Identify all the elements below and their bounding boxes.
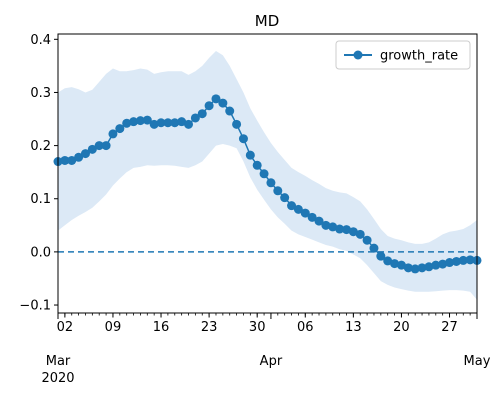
data-point: [129, 117, 139, 127]
data-point: [115, 124, 125, 134]
data-point: [184, 119, 194, 129]
x-tick-label: 20: [393, 320, 410, 335]
data-point: [396, 260, 406, 270]
data-point: [424, 262, 434, 272]
x-month-label: Mar: [46, 354, 71, 369]
data-point: [245, 150, 255, 160]
y-axis: −0.1 0.0 0.1 0.2 0.3 0.4: [19, 33, 58, 314]
data-point: [293, 204, 303, 214]
data-point: [252, 160, 262, 170]
x-tick-label: 27: [441, 320, 458, 335]
data-point: [328, 222, 338, 232]
data-point: [87, 144, 97, 154]
data-point: [307, 212, 317, 222]
legend-marker-swatch: [353, 50, 363, 60]
data-point: [94, 141, 104, 151]
x-tick-label: 16: [153, 320, 170, 335]
x-month-label: May: [464, 354, 491, 369]
plot-area-frame: [57, 33, 478, 314]
data-point: [156, 118, 166, 128]
data-point: [321, 220, 331, 230]
data-point: [163, 118, 173, 128]
data-point: [410, 264, 420, 274]
data-point: [142, 115, 152, 125]
data-point: [177, 117, 187, 127]
data-point: [266, 178, 276, 188]
data-point: [390, 259, 400, 269]
series-layer: [53, 94, 482, 274]
y-tick-label: −0.1: [19, 299, 51, 314]
x-tick-label: 30: [249, 320, 266, 335]
data-point: [335, 224, 345, 234]
data-point: [287, 201, 297, 211]
data-point: [417, 263, 427, 273]
x-tick-label: 23: [201, 320, 218, 335]
data-point: [197, 109, 207, 119]
x-year-label: 2020: [41, 371, 74, 386]
y-tick-label: 0.3: [30, 86, 51, 101]
data-point: [300, 208, 310, 218]
legend-entry-growth-rate: growth_rate: [380, 49, 458, 64]
data-point: [445, 258, 455, 268]
y-tick-label: 0.1: [30, 192, 51, 207]
x-tick-label: 13: [345, 320, 362, 335]
data-point: [369, 243, 379, 253]
y-tick-label: 0.4: [30, 33, 51, 48]
data-point: [190, 113, 200, 123]
x-tick-label: 06: [297, 320, 314, 335]
data-point: [362, 235, 372, 245]
legend-box: [335, 40, 471, 70]
x-tick-label: 09: [105, 320, 122, 335]
data-point: [376, 251, 386, 261]
data-point: [403, 263, 413, 273]
data-point: [135, 116, 145, 126]
data-point: [438, 259, 448, 269]
data-point: [273, 186, 283, 196]
data-point: [204, 101, 214, 111]
data-point: [170, 118, 180, 128]
y-tick-label: 0.0: [30, 245, 51, 260]
data-point: [465, 255, 475, 265]
data-point: [259, 169, 269, 179]
x-tick-label: 02: [57, 320, 74, 335]
data-point: [280, 193, 290, 203]
data-point: [80, 149, 90, 159]
x-axis: 02 09 16 23 30 06 13 20 27 Mar 2020 Apr May: [41, 313, 491, 386]
legend: growth_rate: [335, 40, 471, 70]
y-tick-label: 0.2: [30, 139, 51, 154]
data-point: [60, 155, 70, 165]
data-point: [458, 255, 468, 265]
data-point: [122, 118, 132, 128]
data-point: [218, 98, 228, 108]
data-point: [108, 129, 118, 139]
data-point: [355, 229, 365, 239]
data-point: [383, 256, 393, 266]
data-point: [232, 119, 242, 129]
data-point: [431, 260, 441, 270]
data-point: [225, 106, 235, 116]
data-point: [149, 119, 159, 129]
chart-title: MD: [255, 12, 280, 30]
data-point: [348, 227, 358, 237]
data-point: [314, 216, 324, 226]
data-point: [211, 94, 221, 104]
data-point: [451, 256, 461, 266]
data-point: [74, 152, 84, 162]
data-point: [238, 134, 248, 144]
data-point: [101, 141, 111, 151]
data-point: [67, 155, 77, 165]
x-month-label: Apr: [260, 354, 283, 369]
data-point: [341, 225, 351, 235]
